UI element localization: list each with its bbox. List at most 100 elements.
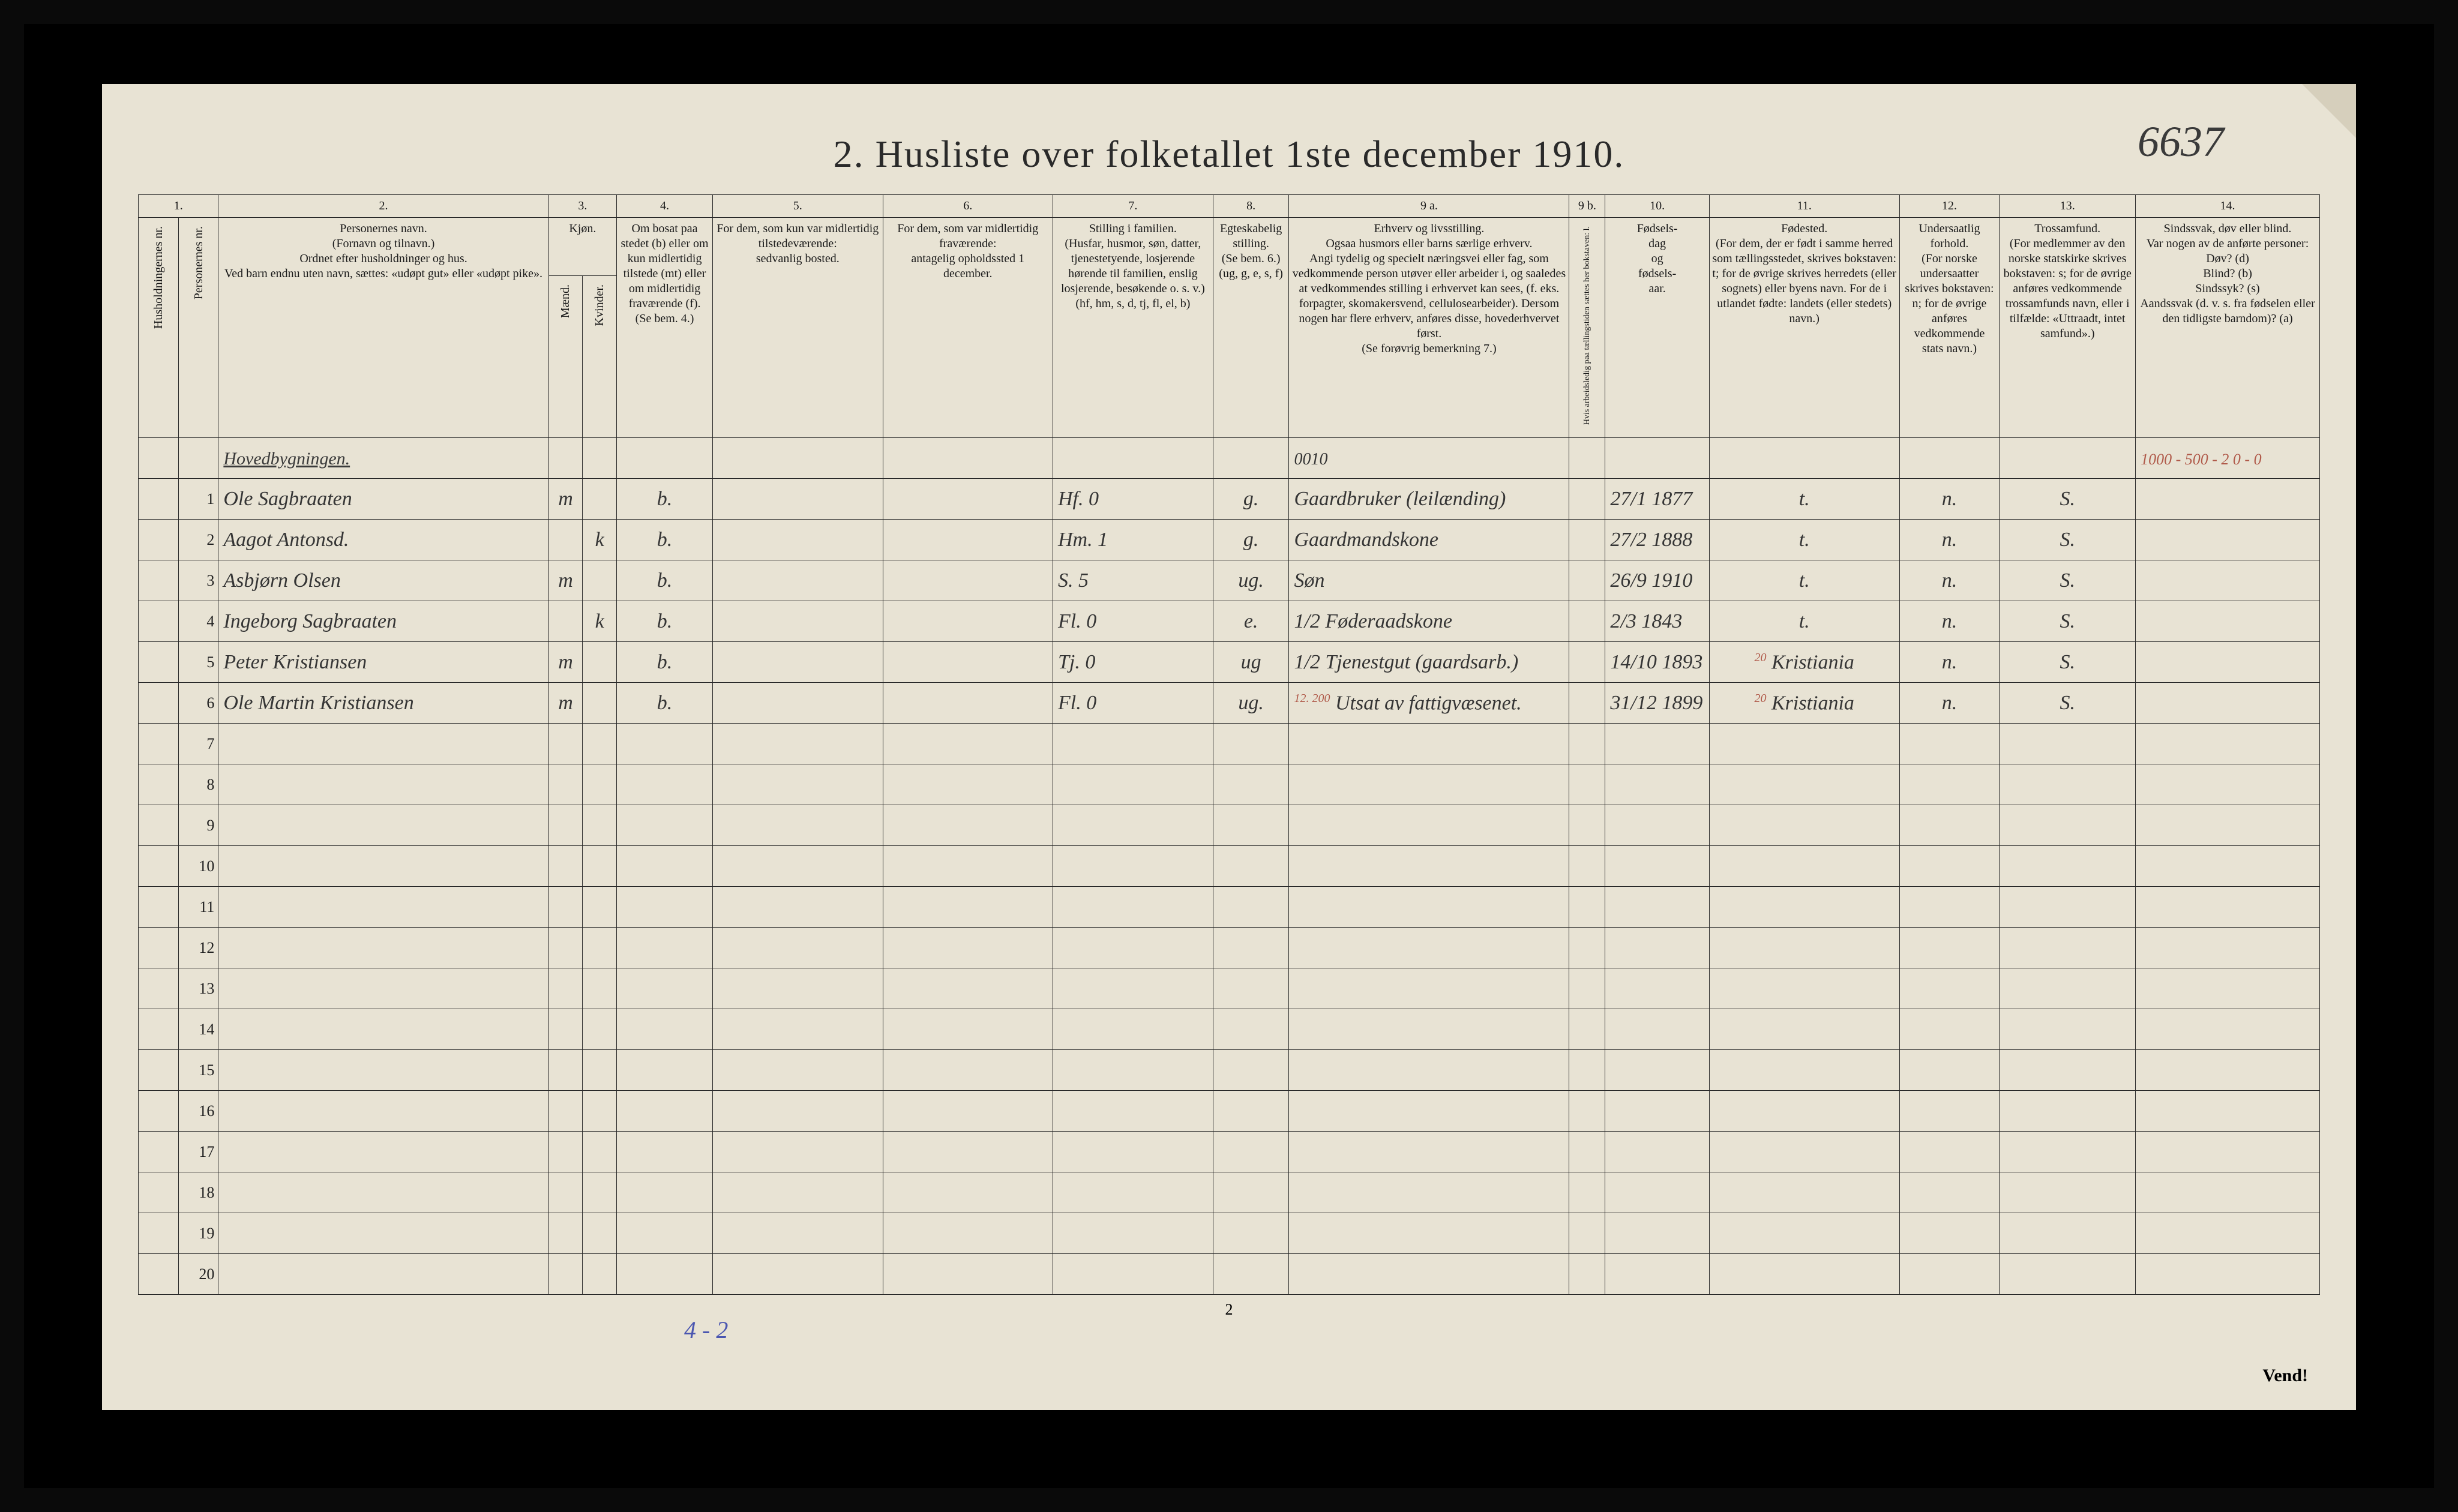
cell-temp-absent: [883, 642, 1053, 683]
cell-household-nr: [139, 805, 179, 846]
cell-unemployed: [1569, 683, 1605, 724]
cell-empty: [713, 1091, 883, 1132]
cell-empty: [883, 887, 1053, 928]
colnum-13: 13.: [2000, 195, 2136, 218]
cell-empty: [1053, 887, 1213, 928]
cell-sex-k: k: [583, 520, 617, 560]
cell-household-nr: [139, 683, 179, 724]
cell-empty: [1053, 764, 1213, 805]
pencil-note-bottom: 4 - 2: [684, 1316, 728, 1344]
cell-occupation: 12. 200 Utsat av fattigvæsenet.: [1289, 683, 1569, 724]
cell-empty: [1053, 1009, 1213, 1050]
cell-nationality: n.: [1899, 642, 2000, 683]
cell-empty: [2136, 805, 2320, 846]
table-row-empty: 13: [139, 968, 2320, 1009]
cell-birthplace: 20 Kristiania: [1709, 683, 1899, 724]
hdr-occupation: Erhverv og livsstilling. Ogsaa husmors e…: [1289, 218, 1569, 438]
handwritten-page-id: 6637: [2138, 117, 2224, 167]
cell-unemployed: [1569, 601, 1605, 642]
cell-empty: [548, 1132, 583, 1172]
cell-empty: [1899, 1254, 2000, 1295]
cell-empty: [548, 724, 583, 764]
cell-empty: [1289, 887, 1569, 928]
cell-person-nr: 13: [178, 968, 218, 1009]
cell-person-nr: 14: [178, 1009, 218, 1050]
cell-empty: [1053, 968, 1213, 1009]
cell-person-nr: 17: [178, 1132, 218, 1172]
cell-empty: [1053, 1091, 1213, 1132]
cell-empty: [883, 1091, 1053, 1132]
hdr-disability: Sindssvak, døv eller blind. Var nogen av…: [2136, 218, 2320, 438]
cell-empty: [2136, 764, 2320, 805]
cell-empty: [1899, 724, 2000, 764]
cell-empty: [1709, 1009, 1899, 1050]
cell-person-nr: 6: [178, 683, 218, 724]
cell-household-nr: [139, 601, 179, 642]
cell-birthplace: 20 Kristiania: [1709, 642, 1899, 683]
cell-temp-present: [713, 601, 883, 642]
cell-household-nr: [139, 479, 179, 520]
cell-empty: [1709, 846, 1899, 887]
cell-household-nr: [139, 1213, 179, 1254]
cell-empty: [1605, 968, 1709, 1009]
cell-empty: [1289, 1091, 1569, 1132]
cell-household-nr: [139, 928, 179, 968]
cell-empty: [713, 846, 883, 887]
cell-empty: [1213, 438, 1289, 479]
table-subheading-row: Hovedbygningen.00101000 - 500 - 2 0 - 0: [139, 438, 2320, 479]
cell-empty: [1605, 1172, 1709, 1213]
cell-empty: [617, 887, 713, 928]
cell-disability: [2136, 479, 2320, 520]
cell-temp-absent: [883, 479, 1053, 520]
cell-empty: [713, 1172, 883, 1213]
cell-empty: [1709, 764, 1899, 805]
cell-empty: [1709, 1132, 1899, 1172]
cell-empty: [1213, 1132, 1289, 1172]
cell-birthdate: 27/1 1877: [1605, 479, 1709, 520]
cell-name: Ole Martin Kristiansen: [218, 683, 548, 724]
cell-family-position: Tj. 0: [1053, 642, 1213, 683]
cell-unemployed: [1569, 520, 1605, 560]
vend-label: Vend!: [2262, 1366, 2308, 1386]
cell-empty: [883, 438, 1053, 479]
hdr-male: Mænd.: [548, 276, 583, 438]
cell-empty: [1605, 438, 1709, 479]
cell-empty: [883, 1009, 1053, 1050]
cell-empty: [1289, 1050, 1569, 1091]
cell-empty: [583, 1254, 617, 1295]
cell-unemployed: [1569, 479, 1605, 520]
cell-empty: [2000, 724, 2136, 764]
cell-empty: [1709, 928, 1899, 968]
cell-birthplace: t.: [1709, 479, 1899, 520]
cell-empty: [1709, 805, 1899, 846]
cell-empty: [1899, 805, 2000, 846]
cell-empty: [1289, 1213, 1569, 1254]
cell-disability: [2136, 520, 2320, 560]
cell-empty: [218, 928, 548, 968]
table-header: 1. 2. 3. 4. 5. 6. 7. 8. 9 a. 9 b. 10. 11…: [139, 195, 2320, 438]
cell-empty: [218, 1254, 548, 1295]
cell-empty: [1569, 1132, 1605, 1172]
cell-empty: [1053, 1132, 1213, 1172]
cell-empty: [1289, 1254, 1569, 1295]
cell-name: Peter Kristiansen: [218, 642, 548, 683]
cell-household-nr: [139, 846, 179, 887]
hdr-sex: Kjøn.: [548, 218, 616, 276]
cell-empty: [2136, 1254, 2320, 1295]
hdr-marital-status: Egteskabelig stilling. (Se bem. 6.) (ug,…: [1213, 218, 1289, 438]
cell-empty: [548, 805, 583, 846]
cell-person-nr: 12: [178, 928, 218, 968]
cell-empty: [617, 724, 713, 764]
cell-empty: [1605, 805, 1709, 846]
cell-person-nr: 8: [178, 764, 218, 805]
cell-household-nr: [139, 642, 179, 683]
hdr-name: Personernes navn. (Fornavn og tilnavn.) …: [218, 218, 548, 438]
cell-empty: [218, 887, 548, 928]
cell-empty: [2136, 724, 2320, 764]
cell-empty: [583, 1091, 617, 1132]
cell-marital: ug.: [1213, 560, 1289, 601]
cell-empty: [883, 968, 1053, 1009]
cell-empty: [1899, 968, 2000, 1009]
cell-sex-m: [548, 601, 583, 642]
cell-religion: S.: [2000, 520, 2136, 560]
